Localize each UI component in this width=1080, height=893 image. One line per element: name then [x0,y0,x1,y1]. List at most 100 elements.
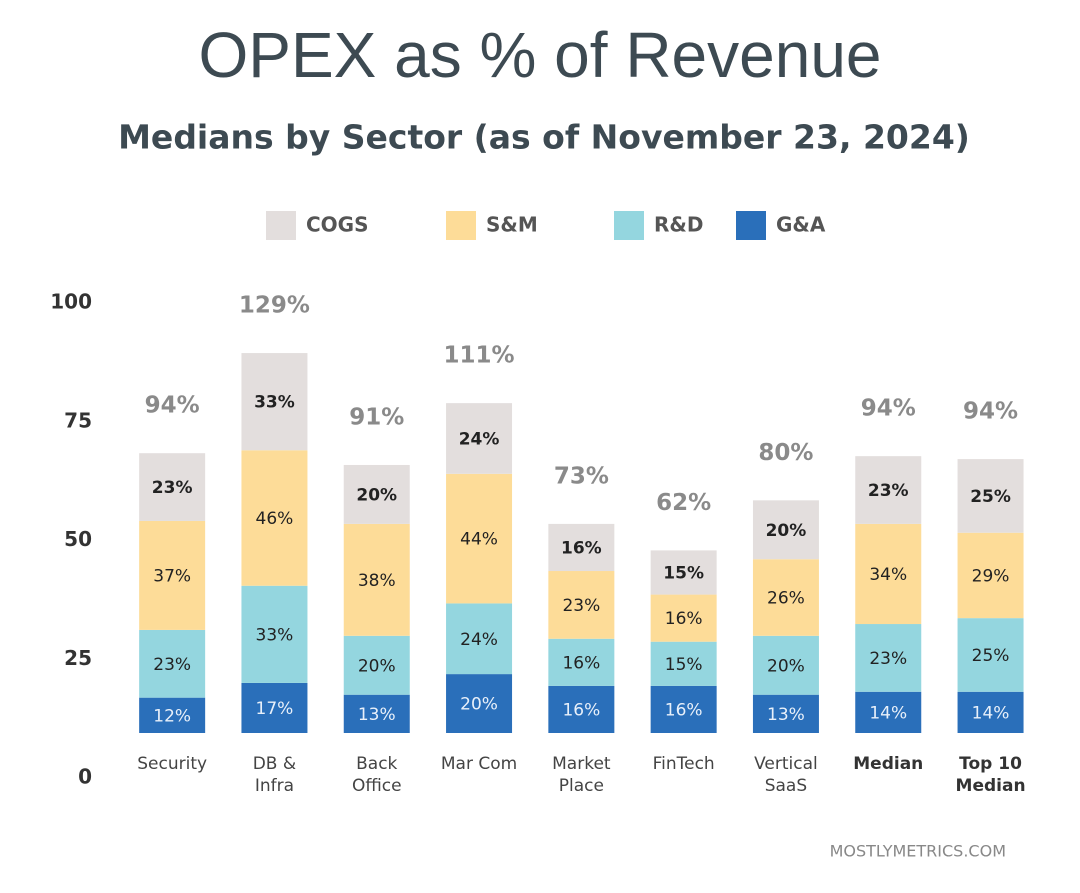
data-label: 38% [358,571,396,591]
data-label: 16% [665,700,703,720]
bar-segment [241,682,308,733]
bar-segment [957,618,1024,692]
bar-segment [241,585,308,683]
data-label: 44% [460,530,498,550]
data-label: 14% [869,703,907,723]
legend-swatch [266,211,296,240]
bar-segment [855,691,922,733]
data-label: 20% [356,485,397,505]
bar-segment [446,403,513,474]
bar-segment [548,638,615,686]
data-label: 24% [460,630,498,650]
bar-segment [855,456,922,524]
x-tick-label: DB & Infra [252,754,297,796]
data-label: 16% [561,538,602,558]
x-tick-label: Back Office [351,754,402,796]
bar-segment [548,685,615,733]
bar-segment [855,523,922,625]
x-tick-label: Median [853,754,924,774]
total-label: 129% [239,293,310,319]
legend-label: R&D [654,213,703,237]
total-label: 73% [554,463,609,489]
data-label: 16% [665,609,703,629]
bar-segment [752,694,819,733]
data-label: 23% [869,649,907,669]
y-tick-label: 25 [64,646,92,670]
bar-segment [650,594,717,642]
data-label: 12% [153,706,191,726]
data-label: 25% [970,487,1011,507]
data-label: 16% [562,653,600,673]
data-label: 46% [256,509,294,529]
data-label: 20% [358,656,396,676]
bar-segment [139,629,206,698]
data-label: 33% [256,625,294,645]
bar-segment [548,571,615,639]
bar-segment [650,685,717,733]
data-label: 29% [972,566,1010,586]
bar-segment [343,523,410,636]
chart-subtitle: Medians by Sector (as of November 23, 20… [118,118,970,157]
bar-segment [139,453,206,521]
data-label: 33% [254,393,295,413]
data-label: 23% [868,481,909,501]
x-tick-label: Security [137,754,208,774]
x-tick-label: Vertical SaaS [754,754,818,796]
bar-segment [446,674,513,733]
data-label: 23% [152,478,193,498]
bar-segment [139,520,206,630]
data-label: 20% [460,695,498,715]
x-tick-label: Top 10 Median [955,754,1026,796]
data-label: 25% [972,646,1010,666]
legend-swatch [736,211,766,240]
bar-segment [957,691,1024,733]
data-label: 15% [663,563,704,583]
bar-segment [446,473,513,604]
data-label: 14% [972,703,1010,723]
bar-segment [650,550,717,595]
y-tick-label: 75 [64,408,92,432]
bar-segment [650,641,717,686]
data-label: 37% [153,566,191,586]
total-label: 111% [444,343,515,369]
total-label: 94% [145,393,200,419]
data-label: 17% [256,699,294,719]
data-label: 23% [153,655,191,675]
total-label: 80% [758,440,813,466]
bar-segment [752,635,819,695]
data-label: 34% [869,565,907,585]
bar-segment [241,450,308,586]
bar-segment [343,464,410,524]
data-label: 20% [767,656,805,676]
y-tick-label: 0 [78,765,92,789]
bar-segment [752,500,819,560]
total-label: 94% [963,399,1018,425]
bar-segment [139,697,206,733]
total-label: 62% [656,490,711,516]
data-label: 26% [767,589,805,609]
legend-label: G&A [776,213,826,237]
data-label: 23% [562,596,600,616]
total-label: 94% [861,396,916,422]
y-tick-label: 50 [64,527,92,551]
bar-segment [343,694,410,733]
data-label: 24% [459,429,500,449]
bar-segment [241,353,308,451]
total-label: 91% [349,404,404,430]
bar-segment [752,559,819,636]
bar-segment [855,624,922,692]
data-label: 16% [562,700,600,720]
data-label: 20% [766,521,807,541]
y-tick-label: 100 [50,290,92,314]
source: MOSTLYMETRICS.COM [830,842,1006,861]
legend-swatch [614,211,644,240]
bar-segment [957,532,1024,619]
legend-label: COGS [306,213,369,237]
data-label: 13% [358,705,396,725]
chart-title: OPEX as % of Revenue [198,19,881,91]
bar-segment [548,523,615,572]
bar-segment [446,603,513,675]
legend-swatch [446,211,476,240]
